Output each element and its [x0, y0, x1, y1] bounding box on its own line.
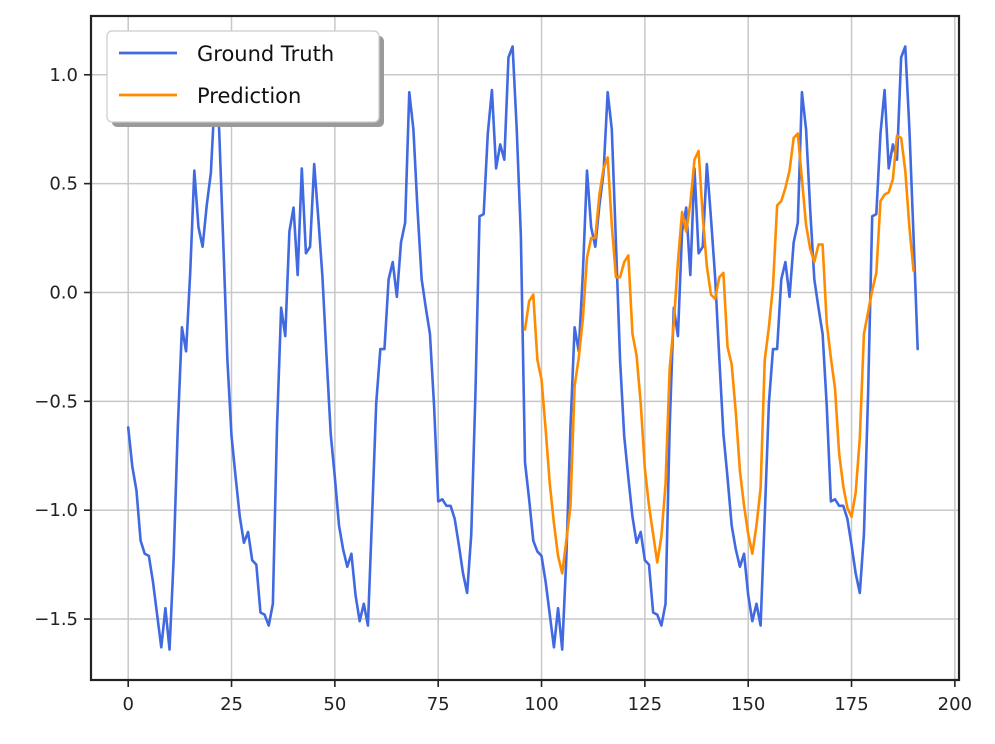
grid-lines	[91, 16, 959, 680]
plot-frame	[89, 14, 961, 682]
series-line-ground-truth	[126, 45, 919, 651]
x-tick-label: 0	[122, 694, 133, 715]
x-tick-label: 100	[524, 694, 558, 715]
x-tick-label: 150	[731, 694, 765, 715]
x-tick-label: 125	[628, 694, 662, 715]
series-layer	[126, 45, 919, 651]
legend-label: Ground Truth	[197, 42, 334, 66]
legend: Ground Truth Prediction	[106, 30, 384, 127]
y-tick-label: 1.0	[49, 65, 78, 86]
y-tick-label: 0.5	[49, 174, 78, 195]
y-axis: −1.5 −1.0 −0.5 0.0 0.5 1.0	[34, 65, 91, 630]
x-tick-label: 25	[220, 694, 243, 715]
x-tick-label: 175	[834, 694, 868, 715]
y-tick-label: −1.0	[34, 500, 78, 521]
x-axis: 0 25 50 75 100 125 150 175 200	[122, 680, 972, 715]
series-line-prediction	[523, 132, 915, 575]
y-tick-label: −0.5	[34, 391, 78, 412]
y-tick-label: 0.0	[49, 282, 78, 303]
y-tick-label: −1.5	[34, 609, 78, 630]
legend-label: Prediction	[197, 84, 301, 108]
x-tick-label: 200	[938, 694, 972, 715]
x-tick-label: 50	[323, 694, 346, 715]
x-tick-label: 75	[427, 694, 450, 715]
